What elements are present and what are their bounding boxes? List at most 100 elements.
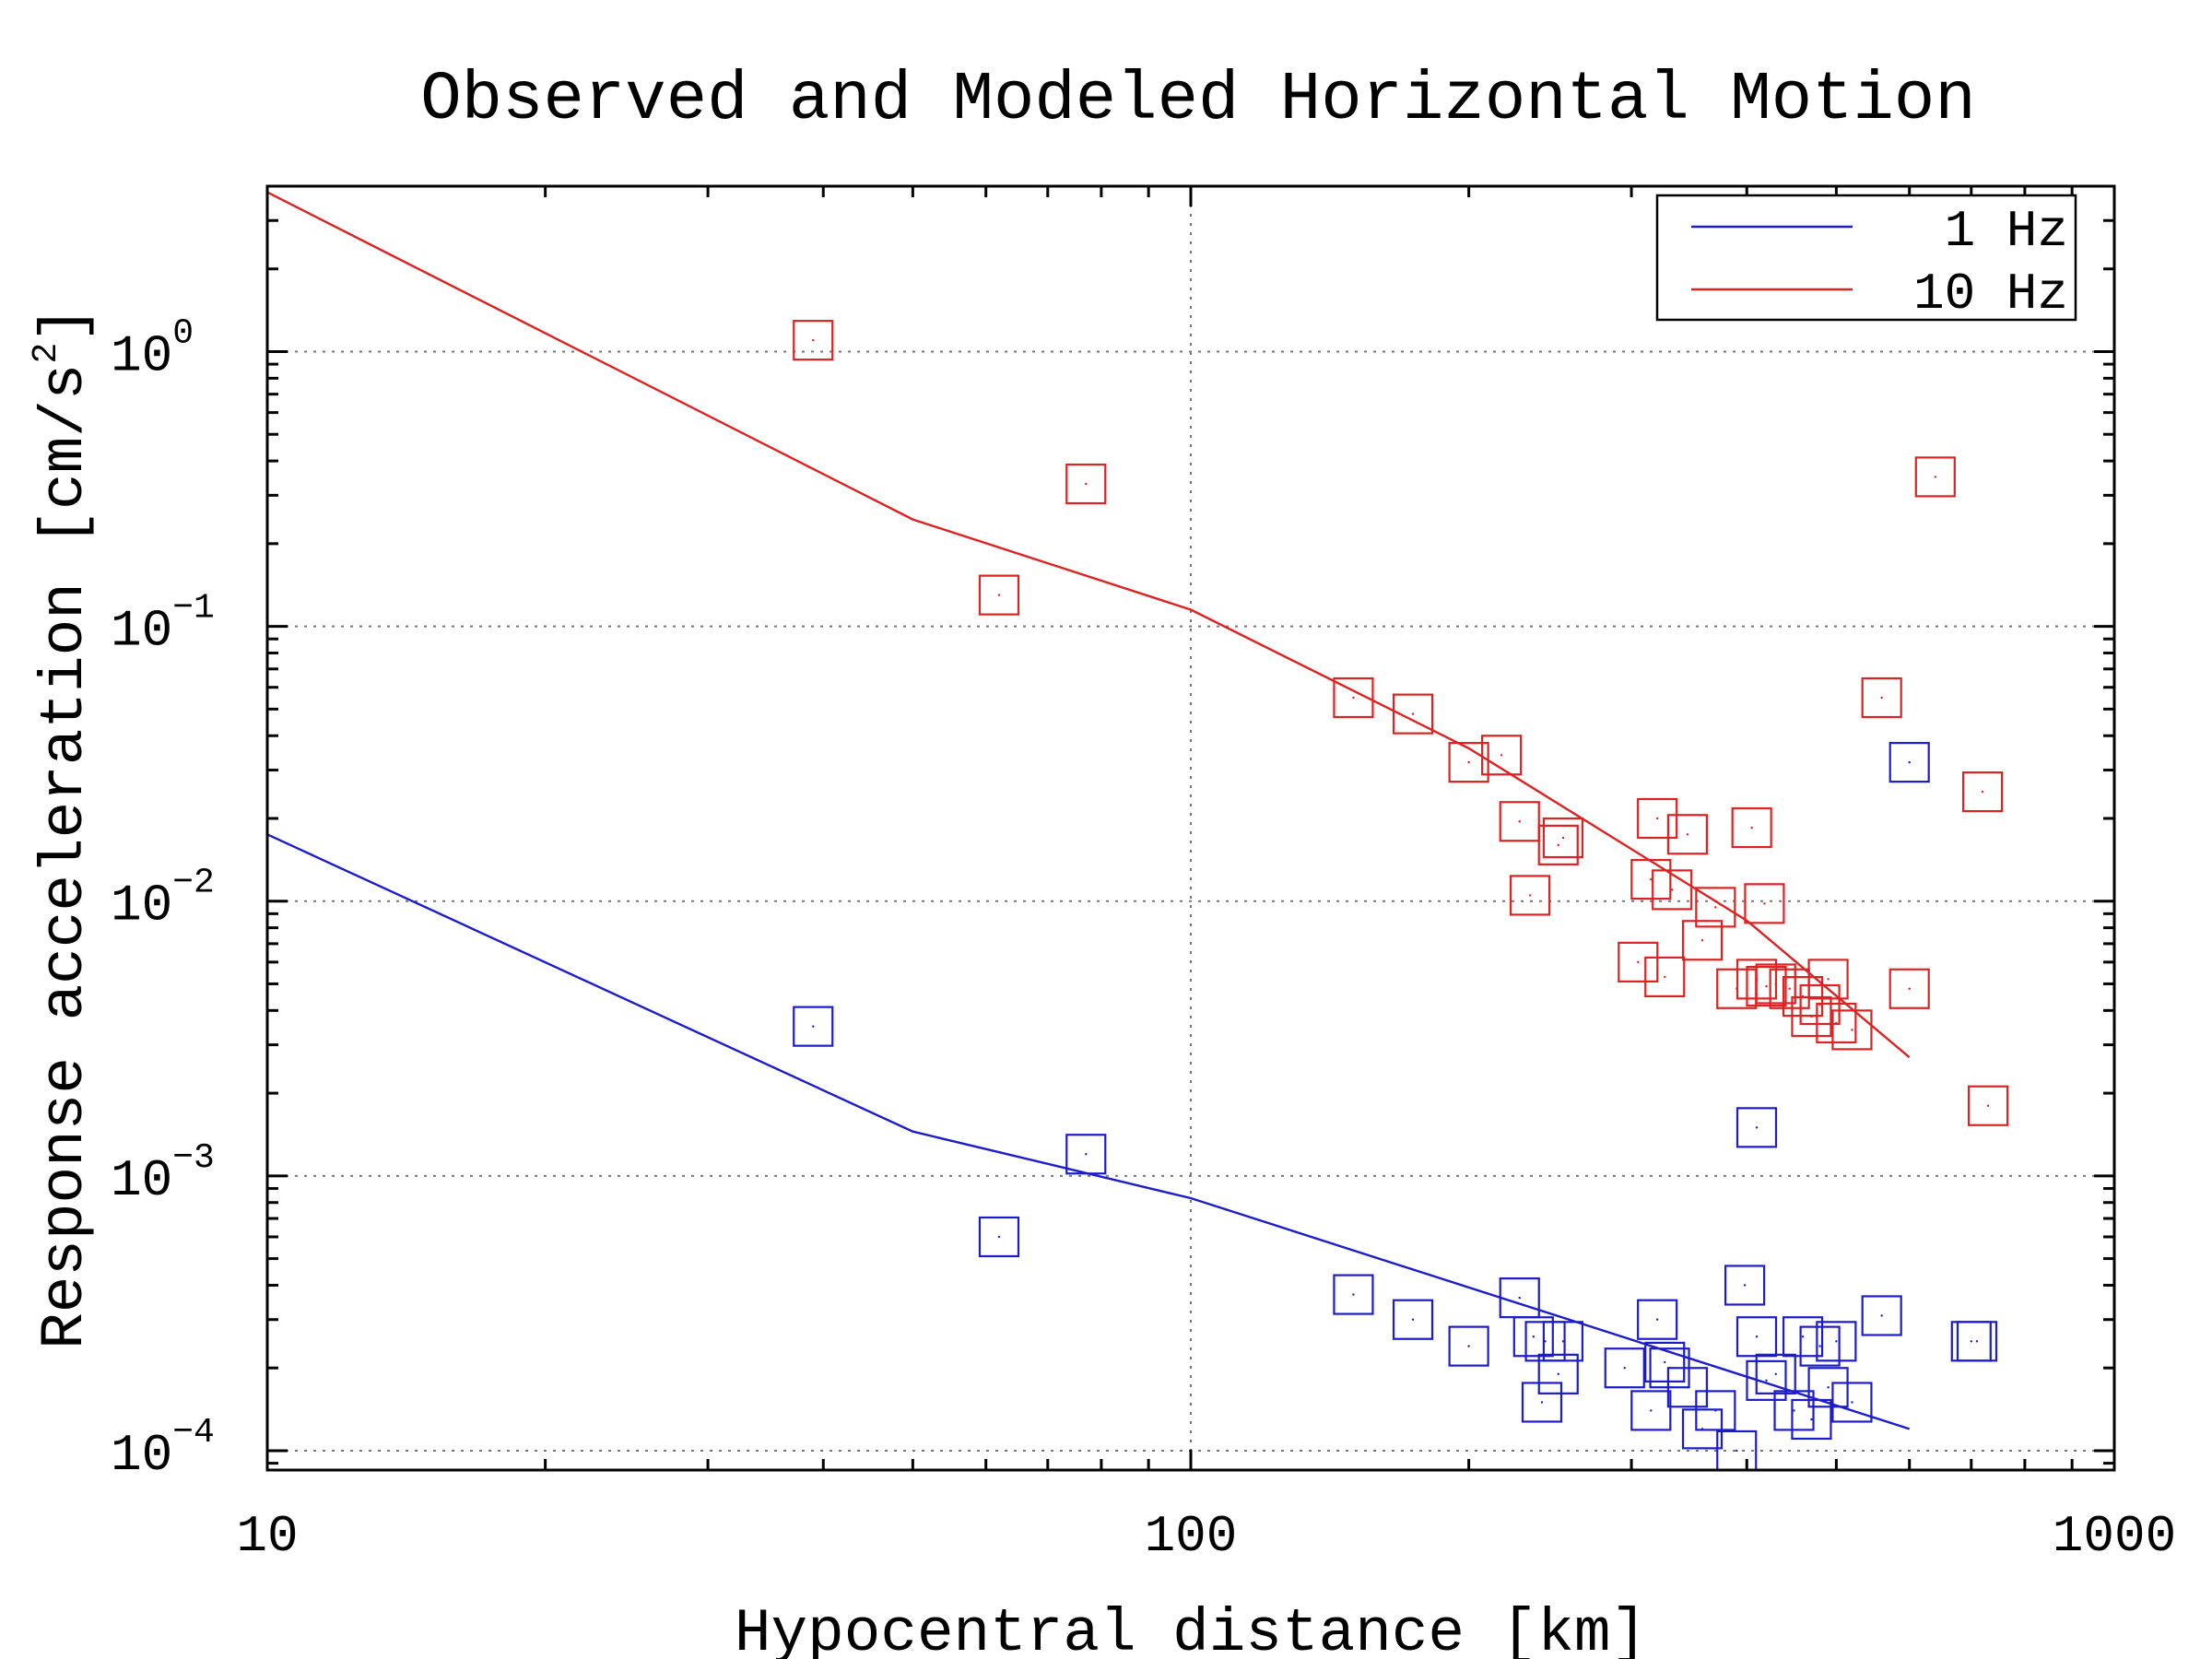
observed-marker-10hz: [1537, 824, 1579, 865]
observed-marker-10hz: [1618, 941, 1659, 982]
observed-marker-center-10hz: [1518, 820, 1521, 823]
observed-marker-center-10hz: [1835, 1021, 1838, 1025]
observed-marker-1hz: [1333, 1274, 1374, 1315]
legend-label-1hz: 1 Hz: [1945, 202, 2068, 261]
observed-marker-center-1hz: [1532, 1335, 1535, 1338]
model-lines: [266, 191, 1911, 1430]
observed-marker-1hz: [1630, 1390, 1672, 1431]
observed-marker-10hz: [1807, 959, 1849, 1000]
observed-marker-10hz: [1499, 801, 1540, 842]
y-tick-base: 10: [111, 326, 172, 385]
observed-marker-10hz: [1861, 677, 1902, 719]
observed-marker-center-1hz: [1755, 1126, 1759, 1129]
observed-marker-center-1hz: [1623, 1367, 1626, 1370]
y-tick-exponent: −1: [172, 589, 215, 629]
observed-marker-1hz: [1448, 1325, 1489, 1367]
observed-marker-center-1hz: [1835, 1340, 1838, 1343]
chart-title: Observed and Modeled Horizontal Motion: [420, 62, 1975, 139]
y-axis-label-base: Response acceleration [cm/s: [30, 364, 100, 1349]
observed-marker-center-10hz: [1411, 712, 1415, 715]
observed-marker-1hz: [1888, 742, 1930, 783]
observed-marker-center-1hz: [1664, 1360, 1666, 1364]
observed-marker-10hz: [1961, 771, 2004, 813]
y-tick-exponent: 0: [172, 313, 194, 353]
observed-marker-10hz: [1630, 859, 1672, 900]
observed-marker-1hz: [1735, 1107, 1778, 1148]
observed-marker-center-1hz: [1880, 1314, 1883, 1317]
observed-marker-1hz: [1724, 1265, 1766, 1306]
observed-marker-10hz: [1666, 814, 1708, 855]
observed-marker-center-1hz: [1851, 1401, 1853, 1404]
observed-marker-center-10hz: [1500, 754, 1503, 757]
y-tick-label: 10−1: [111, 589, 215, 661]
y-tick-base: 10: [111, 1426, 172, 1485]
observed-marker-center-10hz: [1880, 696, 1883, 700]
observed-marker-10hz: [978, 574, 1020, 616]
observed-marker-1hz: [1666, 1367, 1708, 1408]
y-tick-exponent: −2: [172, 864, 215, 903]
observed-marker-10hz: [1831, 1009, 1873, 1051]
axis-ticks: [265, 184, 2116, 1470]
observed-marker-1hz: [1392, 1299, 1434, 1340]
observed-marker-10hz: [1744, 883, 1785, 924]
observed-marker-10hz: [1481, 735, 1523, 776]
observed-marker-center-10hz: [1750, 826, 1753, 830]
observed-marker-1hz: [1861, 1295, 1902, 1336]
observed-marker-1hz: [1537, 1353, 1579, 1394]
legend: 1 Hz 10 Hz: [1655, 194, 2077, 324]
y-axis-label-sup: 2: [27, 343, 66, 364]
observed-marker-center-10hz: [1637, 960, 1640, 964]
observed-marker-center-1hz: [1686, 1386, 1689, 1389]
y-tick-label: 10−2: [111, 864, 215, 935]
observed-marker-center-1hz: [1085, 1153, 1088, 1156]
observed-marker-center-10hz: [1810, 1015, 1813, 1018]
observed-marker-center-10hz: [1085, 482, 1088, 486]
observed-marker-center-1hz: [812, 1025, 815, 1028]
observed-marker-center-1hz: [1801, 1335, 1805, 1338]
observed-marker-1hz: [1695, 1390, 1736, 1431]
observed-marker-1hz: [1637, 1299, 1678, 1340]
observed-marker-1hz: [1755, 1353, 1796, 1394]
observed-marker-center-1hz: [1743, 1284, 1747, 1287]
observed-marker-center-10hz: [1774, 982, 1777, 985]
observed-marker-10hz: [1681, 920, 1724, 961]
observed-marker-1hz: [1799, 1325, 1841, 1367]
observed-marker-1hz: [1807, 1367, 1849, 1408]
observed-marker-1hz: [1644, 1341, 1686, 1382]
observed-marker-center-10hz: [1986, 1104, 1990, 1107]
observed-marker-10hz: [1816, 1002, 1857, 1044]
observed-marker-center-10hz: [1650, 877, 1653, 881]
observed-marker-1hz: [1773, 1390, 1815, 1431]
observed-marker-10hz: [1695, 887, 1736, 928]
plot-frame: [265, 184, 2116, 1472]
y-tick-base: 10: [111, 1151, 172, 1210]
observed-marker-1hz: [793, 1006, 834, 1047]
observed-markers: [793, 320, 2009, 1472]
observed-marker-center-10hz: [1934, 476, 1936, 478]
x-tick-label: 1000: [2053, 1507, 2176, 1566]
x-tick-label: 100: [1145, 1507, 1238, 1566]
observed-marker-10hz: [1791, 995, 1832, 1038]
observed-marker-1hz: [1604, 1347, 1645, 1389]
observed-marker-center-1hz: [1755, 1335, 1759, 1338]
observed-marker-center-10hz: [1352, 696, 1355, 700]
observed-marker-center-1hz: [1827, 1386, 1830, 1389]
observed-marker-1hz: [1542, 1321, 1584, 1362]
y-tick-label: 100: [111, 313, 194, 385]
observed-marker-center-10hz: [1664, 975, 1666, 979]
observed-marker-1hz: [1782, 1316, 1824, 1358]
observed-marker-center-10hz: [1827, 978, 1830, 981]
observed-marker-center-10hz: [1714, 906, 1717, 909]
observed-marker-center-10hz: [1528, 894, 1532, 897]
y-tick-exponent: −4: [172, 1413, 215, 1453]
observed-marker-10hz: [793, 320, 834, 361]
observed-marker-center-1hz: [1908, 760, 1911, 764]
observed-marker-center-10hz: [1851, 1029, 1853, 1031]
observed-marker-center-10hz: [812, 338, 815, 342]
observed-marker-center-10hz: [1655, 817, 1659, 820]
observed-marker-center-1hz: [1411, 1318, 1415, 1321]
observed-marker-center-1hz: [1467, 1345, 1470, 1347]
observed-marker-center-1hz: [1774, 1372, 1777, 1376]
